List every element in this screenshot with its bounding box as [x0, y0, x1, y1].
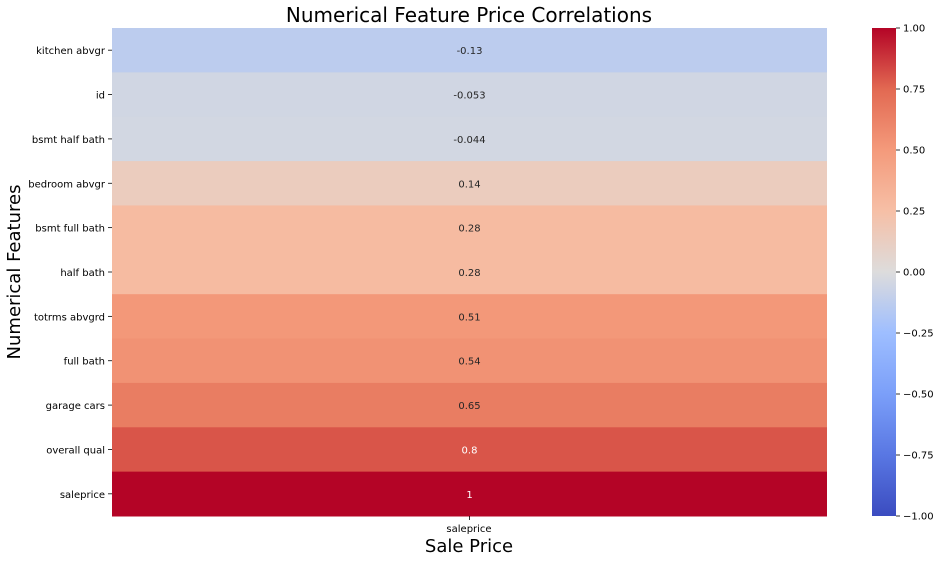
y-tick-label: bsmt half bath	[32, 135, 105, 146]
cell-value-label: 0.14	[458, 179, 480, 190]
cell-value-label: -0.044	[453, 135, 485, 146]
y-tick-label: bedroom abvgr	[28, 179, 106, 190]
y-tick-label: totrms abvgrd	[34, 312, 105, 323]
y-tick-label: id	[96, 91, 105, 102]
heatmap-cell	[112, 161, 827, 206]
y-tick-label: full bath	[64, 357, 105, 368]
y-tick-label: half bath	[60, 268, 105, 279]
heatmap-cell	[112, 249, 827, 295]
cell-value-label: 0.54	[458, 357, 480, 368]
colorbar	[872, 28, 896, 516]
colorbar-tick-label: 1.00	[903, 24, 925, 35]
heatmap-cell	[112, 294, 827, 340]
heatmap-cell	[112, 471, 827, 517]
chart-title: Numerical Feature Price Correlations	[286, 3, 652, 27]
cell-value-label: 1	[466, 490, 472, 501]
colorbar-tick-label: 0.25	[903, 207, 925, 218]
y-tick-label: saleprice	[60, 490, 105, 501]
y-axis-label: Numerical Features	[4, 185, 25, 360]
colorbar-tick-label: −1.00	[903, 512, 934, 523]
heatmap-cell	[112, 382, 827, 428]
colorbar-tick-label: −0.25	[903, 329, 934, 340]
colorbar-ticks: −1.00 −0.75 −0.50 −0.25 0.00 0.25 0.50 0.75 1.00	[896, 24, 934, 523]
cell-value-label: 0.8	[462, 445, 478, 456]
cell-value-label: 0.51	[458, 312, 480, 323]
cell-value-label: 0.28	[458, 224, 480, 235]
x-tick-label: saleprice	[446, 524, 491, 535]
heatmap-cell	[112, 427, 827, 473]
cell-value-label: -0.13	[457, 46, 483, 57]
y-tick-labels: kitchen abvgr id bsmt half bath bedroom abv…	[28, 46, 470, 520]
colorbar-tick-label: −0.75	[903, 451, 934, 462]
heatmap-cell	[112, 338, 827, 384]
heatmap-cell	[112, 205, 827, 251]
colorbar-tick-label: −0.50	[903, 390, 934, 401]
heatmap-cell	[112, 116, 827, 162]
heatmap-cell	[112, 28, 827, 73]
heatmap-cells: -0.13 -0.053 -0.044 0.14 0.28 0.28 0.51 0.54 0.6…	[112, 28, 827, 517]
cell-value-label: 0.65	[458, 401, 480, 412]
y-tick-label: garage cars	[46, 401, 105, 412]
colorbar-tick-label: 0.00	[903, 268, 925, 279]
cell-value-label: 0.28	[458, 268, 480, 279]
y-tick-label: kitchen abvgr	[36, 46, 106, 57]
y-tick-label: bsmt full bath	[35, 224, 105, 235]
colorbar-tick-label: 0.75	[903, 85, 925, 96]
cell-value-label: -0.053	[453, 91, 485, 102]
colorbar-tick-label: 0.50	[903, 146, 925, 157]
heatmap-cell	[112, 72, 827, 118]
x-axis-label: Sale Price	[425, 536, 513, 557]
y-tick-label: overall qual	[46, 445, 105, 456]
